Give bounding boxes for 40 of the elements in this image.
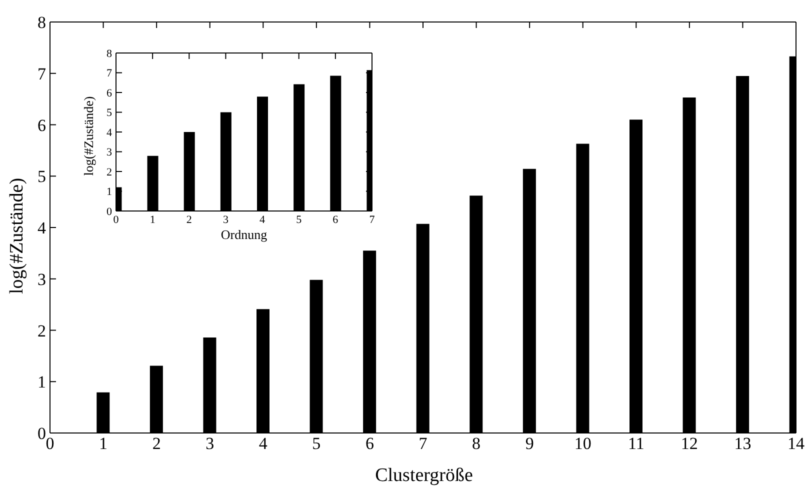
x-tick-label: 6 — [332, 214, 339, 226]
y-tick-label: 1 — [38, 372, 46, 392]
x-tick-label: 3 — [206, 434, 214, 454]
x-tick-label: 4 — [258, 434, 268, 454]
y-tick-label: 5 — [106, 107, 112, 120]
x-tick-label: 14 — [788, 434, 805, 454]
y-tick-label: 2 — [38, 321, 46, 340]
x-tick-label: 2 — [152, 434, 161, 454]
y-tick-label: 0 — [106, 206, 112, 218]
y-tick-label: 3 — [38, 270, 46, 289]
x-tick-label: 5 — [296, 214, 302, 226]
y-tick-label: 1 — [106, 186, 112, 198]
x-tick-label: 9 — [525, 434, 534, 454]
x-tick-label: 3 — [222, 214, 229, 226]
x-tick-label: 5 — [312, 434, 321, 454]
x-tick-label: 10 — [574, 434, 592, 454]
y-tick-label: 8 — [106, 48, 112, 60]
x-tick-label: 2 — [186, 214, 192, 226]
y-tick-label: 5 — [38, 167, 46, 186]
y-tick-label: 8 — [38, 13, 46, 32]
x-tick-label: 7 — [418, 434, 428, 454]
x-tick-label: 1 — [150, 214, 156, 226]
x-tick-label: 4 — [260, 214, 266, 226]
x-axis-title: Clustergröße — [375, 465, 473, 487]
x-tick-label: 6 — [365, 434, 374, 454]
y-tick-label: 2 — [106, 166, 112, 178]
x-tick-label: 7 — [369, 214, 376, 226]
x-axis-title: Ordnung — [220, 227, 268, 242]
y-axis-title: log(#Zustände) — [80, 96, 96, 176]
y-tick-label: 6 — [106, 87, 112, 100]
y-axis-title: log(#Zustände) — [6, 178, 28, 294]
y-tick-label: 4 — [106, 126, 112, 139]
x-tick-label: 11 — [628, 434, 644, 454]
y-tick-label: 3 — [106, 146, 112, 159]
y-tick-label: 6 — [38, 116, 46, 135]
x-tick-label: 13 — [734, 434, 752, 454]
x-tick-label: 12 — [680, 434, 698, 454]
x-tick-label: 8 — [472, 434, 481, 454]
y-tick-label: 7 — [106, 68, 112, 80]
y-tick-label: 7 — [38, 64, 46, 84]
